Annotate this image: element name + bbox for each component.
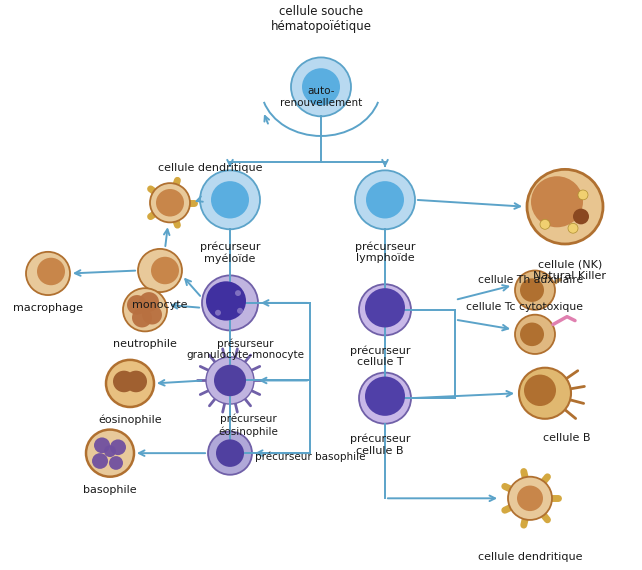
Circle shape <box>216 439 244 467</box>
Circle shape <box>215 310 221 316</box>
Circle shape <box>211 181 249 218</box>
Text: cellule Th auxiliaire: cellule Th auxiliaire <box>478 275 583 286</box>
Circle shape <box>156 189 184 217</box>
Circle shape <box>142 305 162 324</box>
Circle shape <box>524 374 556 406</box>
Circle shape <box>355 170 415 229</box>
Circle shape <box>136 385 148 397</box>
Circle shape <box>206 282 246 320</box>
Text: précurseur
éosinophile: précurseur éosinophile <box>218 414 278 437</box>
Circle shape <box>237 308 243 314</box>
Circle shape <box>114 388 126 399</box>
Circle shape <box>208 431 252 475</box>
Text: précurseur
lymphoïde: précurseur lymphoïde <box>355 241 415 263</box>
Circle shape <box>365 288 405 327</box>
Text: éosinophile: éosinophile <box>98 415 162 425</box>
Circle shape <box>578 190 588 200</box>
Circle shape <box>206 357 254 404</box>
Circle shape <box>202 275 258 331</box>
Circle shape <box>132 308 152 327</box>
Circle shape <box>573 209 589 225</box>
Text: cellule souche
hématopoïétique: cellule souche hématopoïétique <box>270 5 372 33</box>
Circle shape <box>531 176 583 227</box>
Circle shape <box>124 391 136 403</box>
Circle shape <box>519 368 571 419</box>
Circle shape <box>540 219 550 229</box>
Circle shape <box>131 364 143 376</box>
Text: précurseur
cellule B: précurseur cellule B <box>350 434 410 455</box>
Circle shape <box>94 437 110 453</box>
Circle shape <box>113 370 135 392</box>
Circle shape <box>151 256 179 284</box>
Text: présurseur
granulocyte-monocyte: présurseur granulocyte-monocyte <box>186 338 304 360</box>
Circle shape <box>520 278 544 302</box>
Circle shape <box>214 365 246 396</box>
Circle shape <box>568 223 578 233</box>
Text: cellule (NK)
Natural Killer: cellule (NK) Natural Killer <box>534 260 607 282</box>
Circle shape <box>515 315 555 354</box>
Circle shape <box>302 68 340 105</box>
Circle shape <box>109 456 123 470</box>
Text: cellule dendritique: cellule dendritique <box>478 552 582 563</box>
Text: précurseur
cellule T: précurseur cellule T <box>350 345 410 367</box>
Circle shape <box>139 292 159 312</box>
Circle shape <box>359 373 411 424</box>
Circle shape <box>106 360 154 407</box>
Circle shape <box>109 381 121 393</box>
Circle shape <box>119 363 131 374</box>
Text: basophile: basophile <box>83 484 137 495</box>
Circle shape <box>235 290 241 296</box>
Circle shape <box>123 288 167 331</box>
Circle shape <box>527 169 603 244</box>
Text: cellule B: cellule B <box>543 433 591 442</box>
Circle shape <box>110 439 126 455</box>
Circle shape <box>517 486 543 511</box>
Circle shape <box>359 284 411 335</box>
Circle shape <box>104 445 116 457</box>
Circle shape <box>127 295 147 315</box>
Circle shape <box>200 170 260 229</box>
Circle shape <box>515 271 555 310</box>
Text: précurseur basophile: précurseur basophile <box>255 452 365 462</box>
Text: cellule Tc cytotoxique: cellule Tc cytotoxique <box>466 302 583 312</box>
Text: cellule dendritique: cellule dendritique <box>158 163 262 173</box>
Circle shape <box>291 58 351 116</box>
Text: neutrophile: neutrophile <box>113 339 177 349</box>
Circle shape <box>138 249 182 292</box>
Circle shape <box>125 370 147 392</box>
Circle shape <box>365 377 405 416</box>
Text: auto-
renouvellement: auto- renouvellement <box>280 86 362 108</box>
Circle shape <box>110 370 122 382</box>
Circle shape <box>92 453 108 469</box>
Text: macrophage: macrophage <box>13 303 83 313</box>
Circle shape <box>26 252 70 295</box>
Circle shape <box>150 183 190 222</box>
Circle shape <box>366 181 404 218</box>
Text: précurseur
myéloïde: précurseur myéloïde <box>200 241 260 264</box>
Circle shape <box>86 430 134 477</box>
Circle shape <box>138 373 150 384</box>
Circle shape <box>520 323 544 346</box>
Circle shape <box>37 258 65 285</box>
Circle shape <box>508 477 552 520</box>
Text: monocyte: monocyte <box>132 300 187 310</box>
